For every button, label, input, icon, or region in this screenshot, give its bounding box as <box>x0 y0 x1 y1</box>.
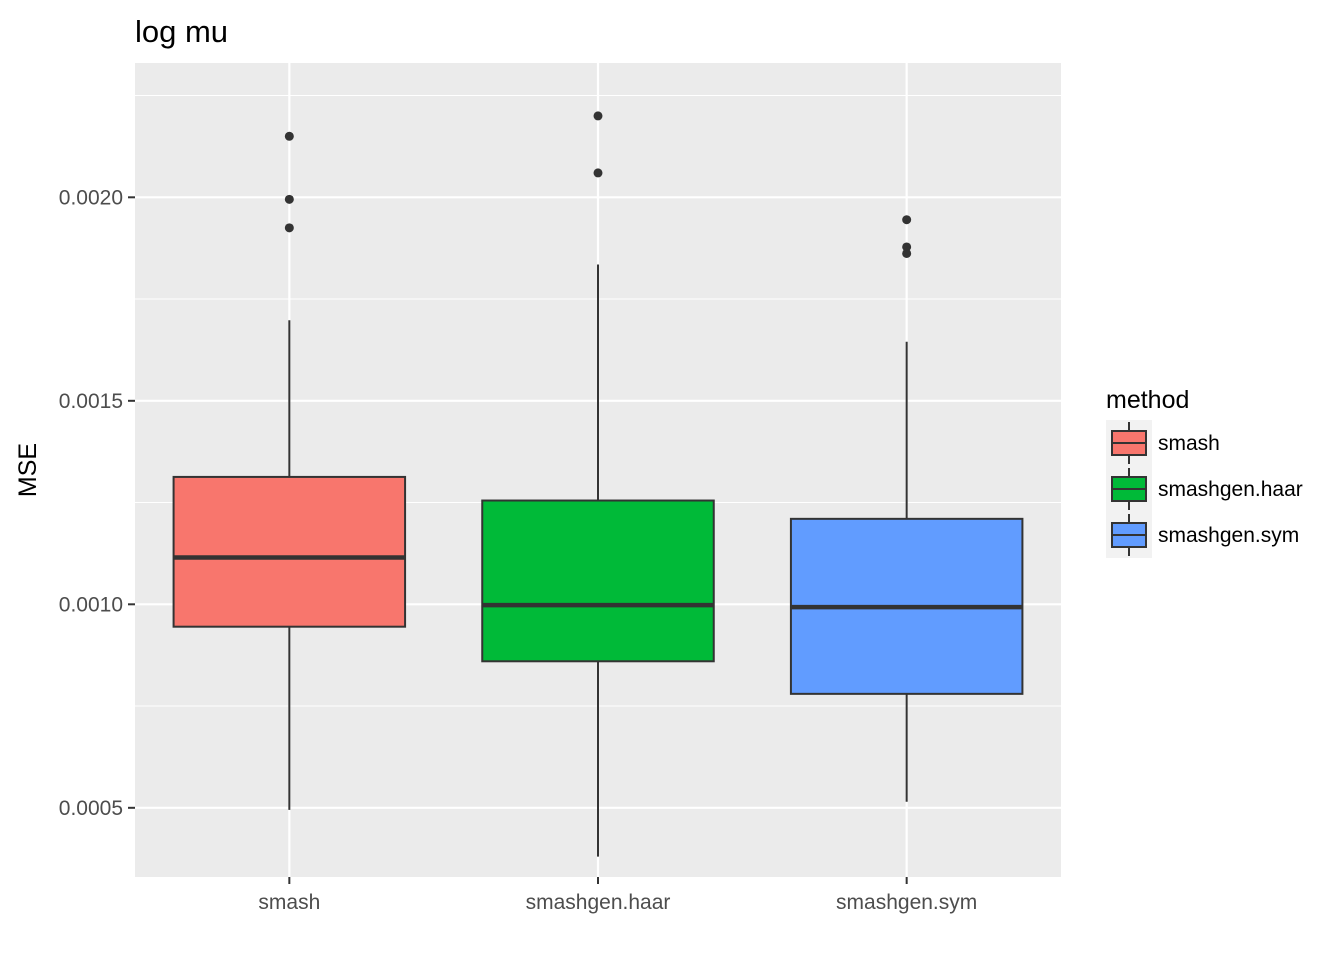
legend-label: smashgen.sym <box>1158 524 1299 547</box>
y-tick-label: 0.0020 <box>59 186 123 209</box>
x-tick-label: smashgen.sym <box>836 891 977 914</box>
chart-title: log mu <box>135 14 228 49</box>
y-tick-label: 0.0010 <box>59 593 123 616</box>
legend-item-smash: smash <box>1106 420 1220 466</box>
outlier-point <box>902 248 912 258</box>
legend-item-smashgen.haar: smashgen.haar <box>1106 466 1303 512</box>
boxplot-smash <box>172 131 407 810</box>
y-tick-label: 0.0015 <box>59 390 123 413</box>
x-tick-label: smash <box>258 891 320 914</box>
box <box>481 499 715 663</box>
boxplots <box>172 111 1024 857</box>
y-axis-title: MSE <box>14 443 42 497</box>
boxplot-smashgen.sym <box>789 215 1024 802</box>
outlier-point <box>284 194 294 204</box>
legend-label: smash <box>1158 432 1220 455</box>
box <box>172 475 407 628</box>
legend: method smash smashgen.haar smashgen.sym <box>1106 386 1303 558</box>
outlier-point <box>593 168 603 178</box>
legend-title: method <box>1106 386 1189 414</box>
y-tick-label: 0.0005 <box>59 797 123 820</box>
legend-label: smashgen.haar <box>1158 478 1303 501</box>
outlier-point <box>284 131 294 141</box>
outlier-point <box>284 223 294 233</box>
legend-item-smashgen.sym: smashgen.sym <box>1106 512 1299 558</box>
boxplot-smashgen.haar <box>481 111 715 857</box>
outlier-point <box>593 111 603 121</box>
y-axis: 0.0005 0.0010 0.0015 0.0020 <box>59 186 135 820</box>
outlier-point <box>902 242 912 252</box>
x-axis: smash smashgen.haar smashgen.sym <box>258 877 977 914</box>
outlier-point <box>902 215 912 225</box>
x-tick-label: smashgen.haar <box>526 891 671 914</box>
